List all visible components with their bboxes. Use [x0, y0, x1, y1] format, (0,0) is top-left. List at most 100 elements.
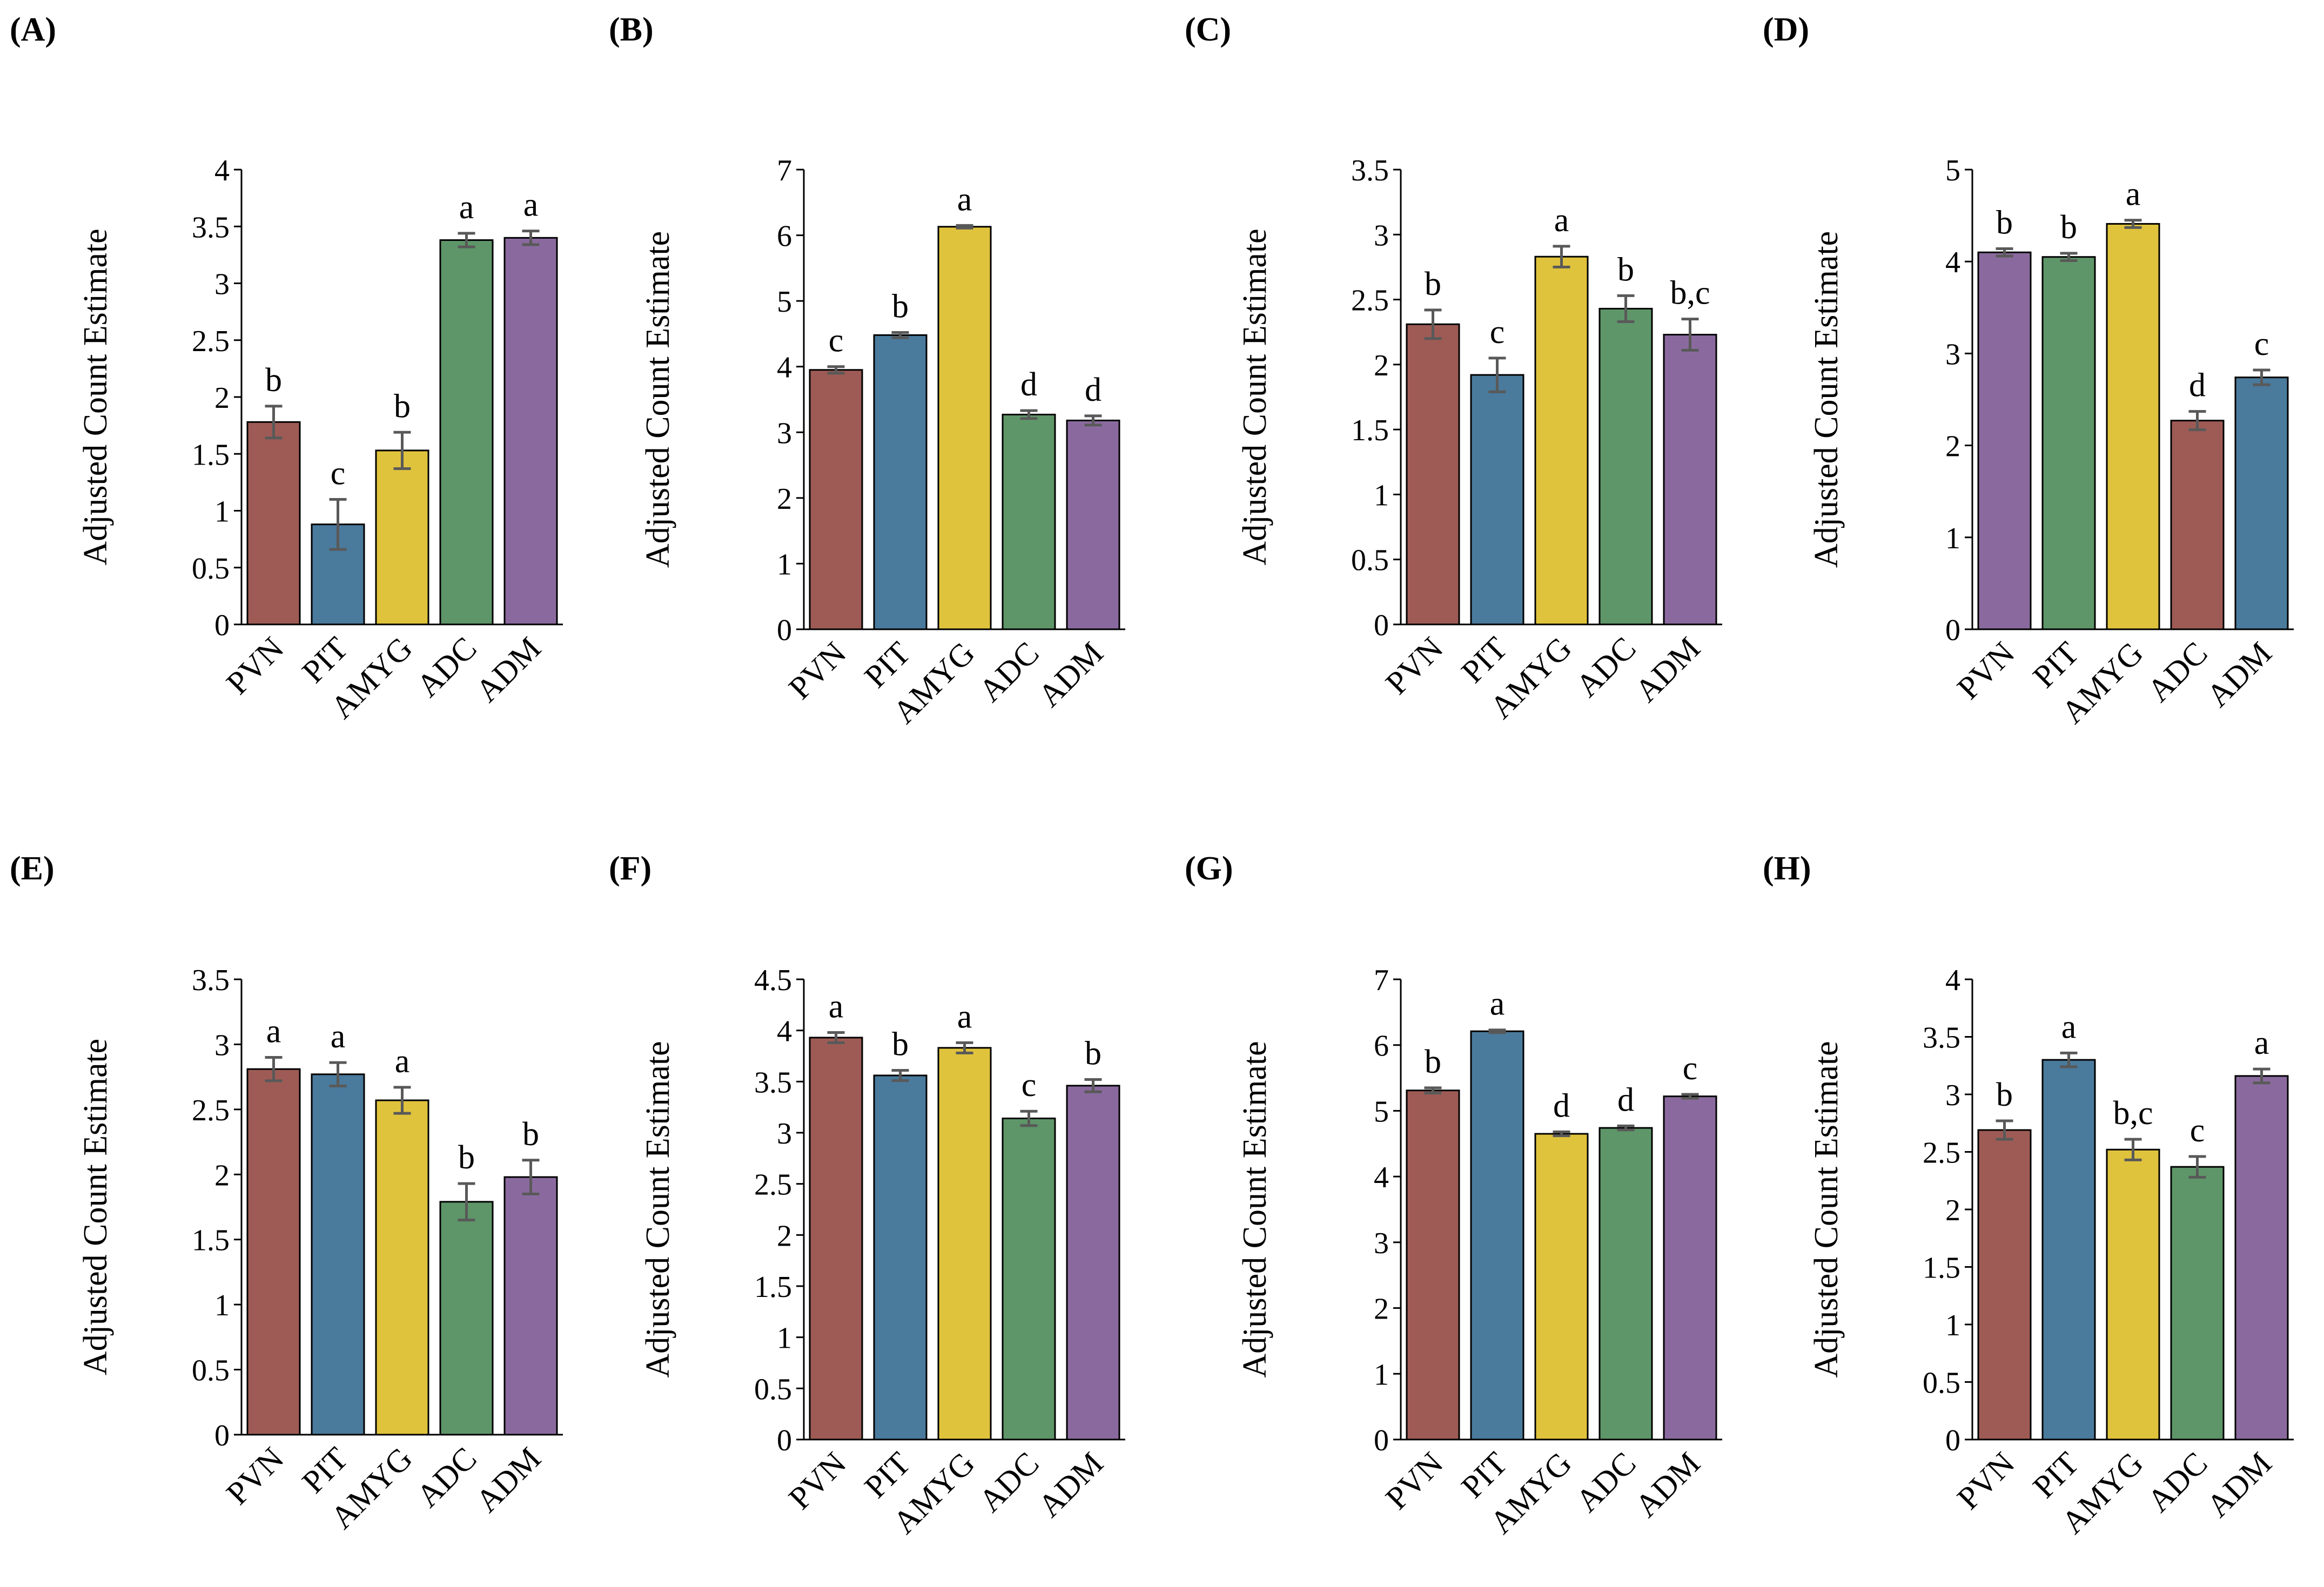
y-axis-title: Adjusted Count Estimate	[1237, 228, 1273, 565]
y-tick-label: 2.5	[192, 1094, 230, 1127]
significance-letter: a	[395, 1043, 410, 1080]
significance-letter: b	[1996, 204, 2013, 241]
y-tick-label: 3	[1945, 338, 1960, 371]
y-tick-label: 2	[777, 1219, 792, 1253]
y-tick-label: 1	[214, 495, 230, 529]
y-tick-label: 4	[777, 351, 792, 385]
y-tick-label: 0	[1945, 1424, 1960, 1457]
chart-panel-a: (A) 0 0.5 1 1.5 2 2.5 3 3.5 4 Adjusted Count Estim…	[10, 11, 563, 725]
y-tick-label: 0.5	[754, 1373, 792, 1406]
y-tick-label: 1.5	[754, 1270, 792, 1304]
y-tick-label: 1	[1374, 479, 1389, 512]
y-tick-label: 0.5	[192, 552, 230, 586]
y-axis-title: Adjusted Count Estimate	[1808, 231, 1845, 568]
significance-letter: d	[1553, 1087, 1570, 1124]
bar-adm	[1066, 1085, 1120, 1441]
significance-letter: d	[1020, 366, 1037, 403]
y-tick-label: 3.5	[754, 1066, 792, 1099]
y-tick-label: 4	[1945, 246, 1960, 279]
chart-panel-c: (C) 0 0.5 1 1.5 2 2.5 3 3.5 Adjusted Count Estima…	[1185, 11, 1722, 725]
significance-letter: b	[1617, 251, 1634, 288]
y-tick-label: 2.5	[754, 1168, 792, 1202]
x-tick-label: ADM	[1628, 630, 1707, 709]
bar-pvn	[1977, 251, 2032, 630]
x-tick-label: ADC	[2140, 635, 2214, 709]
x-tick-label: ADC	[972, 635, 1045, 709]
bar-adm	[1066, 419, 1120, 630]
bar-adc	[1002, 413, 1056, 630]
significance-letter: a	[331, 1018, 346, 1055]
y-tick-label: 6	[777, 220, 792, 253]
chart-panel-e: (E) 0 0.5 1 1.5 2 2.5 3 3.5 Adjusted Count Estima…	[10, 850, 563, 1536]
bar-amyg	[2106, 223, 2160, 630]
significance-letter: b	[522, 1116, 539, 1153]
x-tick-label: ADM	[2200, 635, 2279, 714]
x-tick-label: ADM	[469, 630, 548, 709]
panel-label: (E)	[10, 850, 55, 887]
panel-label: (F)	[609, 850, 651, 887]
bar-pit	[2041, 256, 2096, 630]
bar-adm	[503, 237, 558, 626]
y-tick-label: 3	[1374, 219, 1389, 252]
panel-label: (A)	[10, 11, 56, 48]
significance-letter: a	[957, 998, 972, 1035]
bar-adc	[439, 239, 494, 626]
x-tick-label: PVN	[1379, 630, 1450, 702]
x-tick-label: ADC	[409, 1441, 483, 1514]
y-tick-label: 1	[777, 1322, 792, 1355]
significance-letter: d	[1085, 372, 1101, 408]
chart-panel-h: (H) 0 0.5 1 1.5 2 2.5 3 3.5 4 Adjusted Count Estim…	[1763, 850, 2294, 1541]
y-tick-label: 0	[777, 1424, 792, 1457]
significance-letter: c	[2254, 326, 2269, 362]
significance-letter: b	[892, 1026, 909, 1063]
y-tick-label: 3	[1945, 1079, 1960, 1112]
bar-pvn	[1406, 1090, 1460, 1441]
x-tick-label: ADC	[972, 1445, 1045, 1519]
y-tick-label: 0.5	[1351, 544, 1389, 577]
x-tick-label: ADC	[409, 630, 483, 704]
bar-adc	[1598, 1127, 1653, 1441]
bar-adc	[1002, 1117, 1056, 1441]
significance-letter: a	[2126, 176, 2141, 213]
x-tick-label: ADC	[1569, 630, 1642, 704]
significance-letter: b	[892, 288, 909, 325]
significance-letter: a	[1554, 202, 1569, 239]
x-tick-label: PVN	[219, 1441, 291, 1512]
x-tick-label: ADM	[469, 1441, 548, 1519]
significance-letter: b	[458, 1139, 475, 1176]
bar-adm	[2234, 376, 2289, 630]
bar-adm	[503, 1176, 558, 1436]
significance-letter: b	[1425, 266, 1441, 302]
y-tick-label: 2	[1374, 1293, 1389, 1326]
y-tick-label: 0	[214, 1419, 230, 1452]
bar-amyg	[937, 1047, 992, 1441]
panel-label: (H)	[1763, 850, 1811, 887]
significance-letter: a	[2254, 1025, 2269, 1061]
significance-letter: a	[829, 988, 844, 1025]
y-tick-label: 6	[1374, 1030, 1389, 1063]
y-tick-label: 0	[1374, 1424, 1389, 1457]
y-tick-label: 1	[1945, 522, 1960, 555]
x-tick-label: ADC	[2140, 1445, 2214, 1519]
y-tick-label: 4	[1374, 1161, 1389, 1194]
x-tick-label: PVN	[219, 630, 291, 702]
significance-letter: b	[394, 388, 411, 425]
panel-label: (B)	[609, 11, 654, 48]
y-axis-title: Adjusted Count Estimate	[77, 228, 114, 565]
y-tick-label: 2.5	[1923, 1137, 1960, 1170]
chart-panel-f: (F) 0 0.5 1 1.5 2 2.5 3 3.5 4 4.5 Adjusted Count Es…	[609, 850, 1125, 1541]
y-tick-label: 0	[1374, 609, 1389, 642]
significance-letter: c	[331, 455, 346, 492]
bar-amyg	[375, 449, 429, 626]
y-tick-label: 1	[777, 548, 792, 581]
y-tick-label: 3	[777, 416, 792, 450]
bar-amyg	[937, 226, 992, 630]
y-tick-label: 0	[214, 609, 230, 642]
y-tick-label: 3	[214, 1028, 230, 1062]
y-tick-label: 0	[1945, 614, 1960, 647]
panel-label: (G)	[1185, 850, 1233, 887]
bar-adm	[1663, 334, 1717, 626]
bar-pit	[311, 523, 365, 626]
panel-label: (C)	[1185, 11, 1231, 48]
y-tick-label: 4	[777, 1015, 792, 1048]
